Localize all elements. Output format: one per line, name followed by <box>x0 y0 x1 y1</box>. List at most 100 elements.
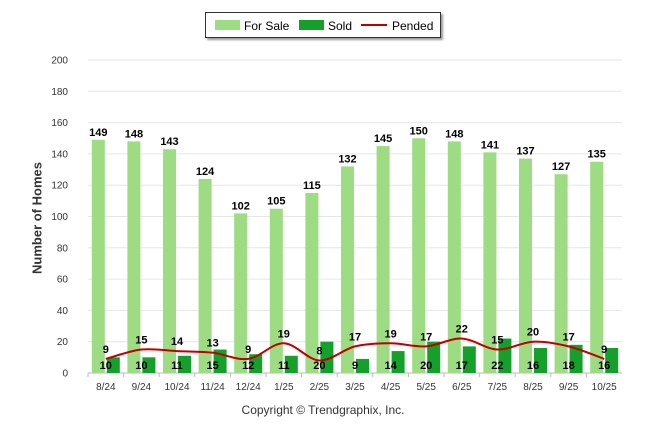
for-sale-bar <box>305 193 319 373</box>
for-sale-value-label: 105 <box>267 196 285 208</box>
for-sale-bar <box>341 166 354 373</box>
pended-value-label: 17 <box>349 331 361 343</box>
x-tick-label: 2/25 <box>310 382 330 393</box>
for-sale-value-label: 148 <box>125 128 143 140</box>
for-sale-bar <box>91 139 105 373</box>
sold-bar <box>356 358 369 373</box>
sold-value-label: 17 <box>456 360 468 372</box>
sold-value-label: 10 <box>135 360 147 372</box>
pended-value-label: 13 <box>206 338 218 350</box>
y-axis-ticks: 0 20 40 60 80 100 120 140 160 180 200 <box>51 56 68 380</box>
y-tick-label: 140 <box>51 149 68 160</box>
legend: For Sale Sold Pended <box>205 12 441 38</box>
sold-bar <box>462 346 476 373</box>
legend-sold-label: Sold <box>328 19 353 33</box>
x-tick-label: 8/25 <box>523 382 543 393</box>
for-sale-bar <box>519 158 532 373</box>
pended-value-label: 19 <box>384 328 396 340</box>
sold-value-label: 18 <box>562 360 574 372</box>
for-sale-bar <box>554 174 568 373</box>
x-tick-label: 3/25 <box>345 382 365 393</box>
sold-value-label: 15 <box>206 360 218 372</box>
pended-value-label: 20 <box>527 327 539 339</box>
for-sale-bar <box>483 152 497 373</box>
grid-lines <box>88 59 622 374</box>
pended-value-label: 22 <box>456 324 468 336</box>
y-tick-label: 180 <box>51 87 68 98</box>
legend-for-sale-label: For Sale <box>244 19 290 33</box>
sold-value-label: 10 <box>100 360 112 372</box>
for-sale-value-label: 132 <box>338 153 356 165</box>
pended-value-label: 8 <box>316 345 322 357</box>
for-sale-value-label: 145 <box>374 133 392 145</box>
pended-value-label: 17 <box>562 331 574 343</box>
for-sale-bar <box>412 138 426 373</box>
sold-value-label: 14 <box>384 360 397 372</box>
for-sale-swatch <box>215 20 240 30</box>
sold-value-label: 12 <box>242 360 254 372</box>
for-sale-value-label: 102 <box>232 200 250 212</box>
sold-value-label: 16 <box>527 360 539 372</box>
for-sale-bar <box>198 178 212 373</box>
x-tick-label: 5/25 <box>416 382 436 393</box>
sold-value-label: 20 <box>313 360 325 372</box>
copyright-text: Copyright © Trendgraphix, Inc. <box>241 403 405 417</box>
pended-line <box>105 337 605 362</box>
for-sale-value-label: 115 <box>303 180 321 192</box>
sold-value-label: 20 <box>420 360 432 372</box>
pended-value-label: 9 <box>103 344 109 356</box>
x-tick-label: 10/24 <box>164 382 189 393</box>
for-sale-bar <box>269 208 283 373</box>
for-sale-value-label: 150 <box>410 125 428 137</box>
for-sale-value-label: 137 <box>516 146 534 158</box>
pended-value-label: 15 <box>135 335 147 347</box>
pended-value-label: 9 <box>601 344 607 356</box>
for-sale-bar <box>127 141 141 373</box>
x-tick-label: 12/24 <box>236 382 261 393</box>
for-sale-value-label: 141 <box>481 139 499 151</box>
legend-pended-label: Pended <box>392 19 434 33</box>
sold-bar <box>106 357 120 373</box>
sold-swatch <box>299 20 324 30</box>
y-tick-label: 80 <box>57 243 69 254</box>
sold-value-label: 9 <box>352 360 358 372</box>
y-tick-label: 0 <box>62 369 68 380</box>
y-tick-label: 120 <box>51 181 68 192</box>
x-tick-label: 10/25 <box>592 382 617 393</box>
pended-value-label: 19 <box>278 328 290 340</box>
pended-value-label: 9 <box>245 344 251 356</box>
for-sale-value-label: 148 <box>445 128 463 140</box>
x-axis-ticks: 8/24 9/24 10/24 11/24 12/24 1/25 2/25 3/25 4/25 5… <box>87 373 617 393</box>
pended-value-label: 15 <box>491 335 503 347</box>
sold-value-label: 16 <box>598 360 610 372</box>
pended-swatch <box>361 24 387 26</box>
for-sale-bar <box>590 161 604 373</box>
sold-bar <box>391 351 405 373</box>
for-sale-value-label: 124 <box>196 166 215 178</box>
x-tick-label: 7/25 <box>488 382 508 393</box>
y-tick-label: 60 <box>57 275 69 286</box>
for-sale-value-label: 143 <box>160 136 178 148</box>
for-sale-bar <box>376 146 390 373</box>
pended-value-label: 14 <box>171 336 184 348</box>
for-sale-bar <box>447 141 461 373</box>
sold-value-label: 22 <box>491 360 503 372</box>
sold-bar <box>569 344 583 373</box>
sold-bar <box>142 357 156 373</box>
x-tick-label: 1/25 <box>274 382 294 393</box>
data-labels: 1491014810143111241510212105111152013291… <box>89 125 610 372</box>
sold-bar <box>320 341 334 373</box>
sold-bar <box>427 341 441 373</box>
y-axis-label: Number of Homes <box>29 162 45 274</box>
x-tick-label: 6/25 <box>452 382 472 393</box>
y-tick-label: 20 <box>57 337 69 348</box>
for-sale-bar <box>234 213 248 373</box>
x-tick-label: 11/24 <box>200 382 225 393</box>
sold-bar <box>605 347 619 373</box>
sold-bars <box>106 338 619 373</box>
for-sale-value-label: 127 <box>552 161 570 173</box>
y-tick-label: 160 <box>51 118 68 129</box>
sold-value-label: 11 <box>171 360 183 372</box>
x-tick-label: 9/24 <box>132 382 152 393</box>
